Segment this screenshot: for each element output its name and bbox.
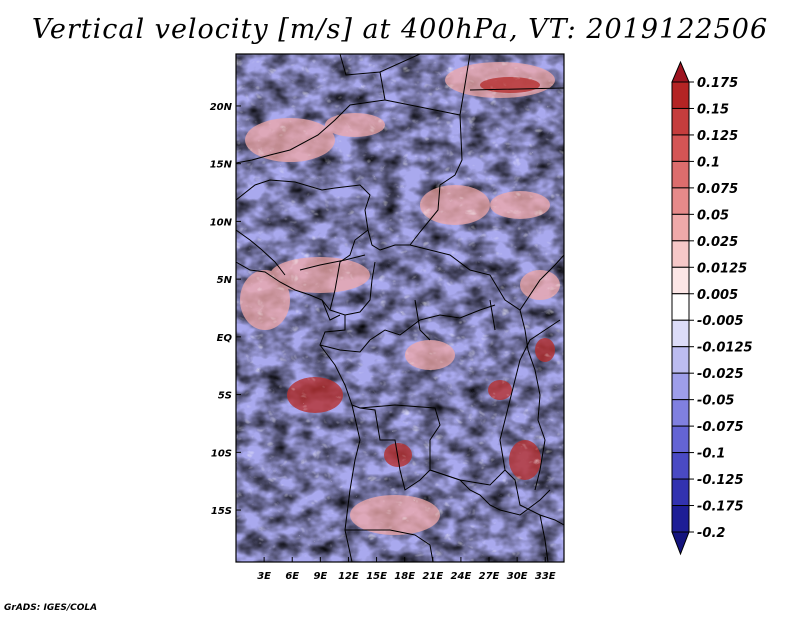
lon-tick-label: 6E	[285, 571, 299, 582]
lon-tick-label: 3E	[257, 571, 271, 582]
colorbar-swatch	[671, 319, 690, 348]
colorbar-swatch	[671, 134, 690, 162]
colorbar-swatch	[671, 213, 690, 242]
colorbar-swatch	[671, 187, 690, 215]
colorbar-swatch	[671, 399, 690, 427]
colorbar-swatch	[671, 346, 690, 374]
colorbar-swatch	[671, 107, 690, 136]
lat-tick-label: 15S	[211, 506, 232, 517]
colorbar: 0.175 0.15 0.125 0.1 0.075 0.05 0.025 0.0125 0.0…	[671, 60, 753, 556]
lat-tick-label: 20N	[210, 102, 233, 113]
lon-tick-label: 24E	[451, 571, 472, 582]
colorbar-swatch	[671, 81, 690, 109]
colorbar-label: 0.1	[697, 155, 720, 170]
colorbar-label: -0.0125	[697, 341, 753, 356]
colorbar-label: 0.05	[697, 208, 729, 223]
colorbar-swatch	[671, 160, 690, 189]
lon-tick-label: 27E	[479, 571, 500, 582]
colorbar-label: 0.175	[697, 76, 738, 91]
colorbar-swatch	[671, 266, 690, 295]
latitude-axis: 20N 15N 10N 5N EQ 5S 10S 15S	[210, 102, 241, 517]
colorbar-swatch	[671, 372, 690, 401]
lat-tick-label: 10S	[211, 448, 232, 459]
lon-tick-label: 9E	[313, 571, 327, 582]
lon-tick-label: 30E	[507, 571, 528, 582]
lat-tick-label: 5S	[218, 391, 232, 402]
colorbar-swatch	[671, 425, 690, 454]
colorbar-label: -0.05	[697, 394, 734, 409]
colorbar-label: 0.025	[697, 235, 738, 250]
colorbar-label: 0.15	[697, 102, 729, 117]
lon-tick-label: 12E	[338, 571, 359, 582]
colorbar-label: -0.075	[697, 420, 744, 435]
colorbar-label: 0.075	[697, 182, 738, 197]
chart-title: Vertical velocity [m/s] at 400hPa, VT: 2…	[31, 14, 769, 45]
lat-tick-label: EQ	[217, 333, 233, 344]
lat-tick-label: 10N	[210, 217, 233, 228]
colorbar-swatch	[671, 293, 690, 321]
map-frame	[235, 53, 565, 563]
colorbar-label: -0.1	[697, 447, 725, 462]
colorbar-bottom-triangle	[671, 531, 690, 556]
lon-tick-label: 33E	[535, 571, 556, 582]
lat-tick-label: 15N	[210, 160, 233, 171]
colorbar-swatch	[671, 452, 690, 480]
colorbar-swatch	[671, 505, 690, 533]
colorbar-swatch	[671, 478, 690, 507]
colorbar-label: 0.0125	[697, 261, 747, 276]
colorbar-label: -0.025	[697, 367, 744, 382]
lat-tick-label: 5N	[217, 275, 233, 286]
vertical-velocity-field	[236, 54, 564, 562]
map-figure: 20N 15N 10N 5N EQ 5S 10S 15S 3E 6E 9E 12E 15E 18E 21E…	[210, 53, 753, 582]
colorbar-label: -0.175	[697, 500, 744, 515]
country-borders	[236, 54, 564, 562]
colorbar-label: -0.005	[697, 314, 744, 329]
lon-tick-label: 18E	[394, 571, 415, 582]
longitude-axis: 3E 6E 9E 12E 15E 18E 21E 24E 27E 30E 33E	[257, 557, 556, 582]
colorbar-label: -0.2	[697, 526, 725, 541]
lon-tick-label: 21E	[422, 571, 443, 582]
lon-tick-label: 15E	[366, 571, 387, 582]
colorbar-top-triangle	[671, 60, 690, 83]
grads-credit: GrADS: IGES/COLA	[4, 603, 98, 613]
colorbar-swatch	[671, 240, 690, 268]
colorbar-label: -0.125	[697, 473, 744, 488]
colorbar-label: 0.125	[697, 129, 738, 144]
colorbar-label: 0.005	[697, 288, 738, 303]
